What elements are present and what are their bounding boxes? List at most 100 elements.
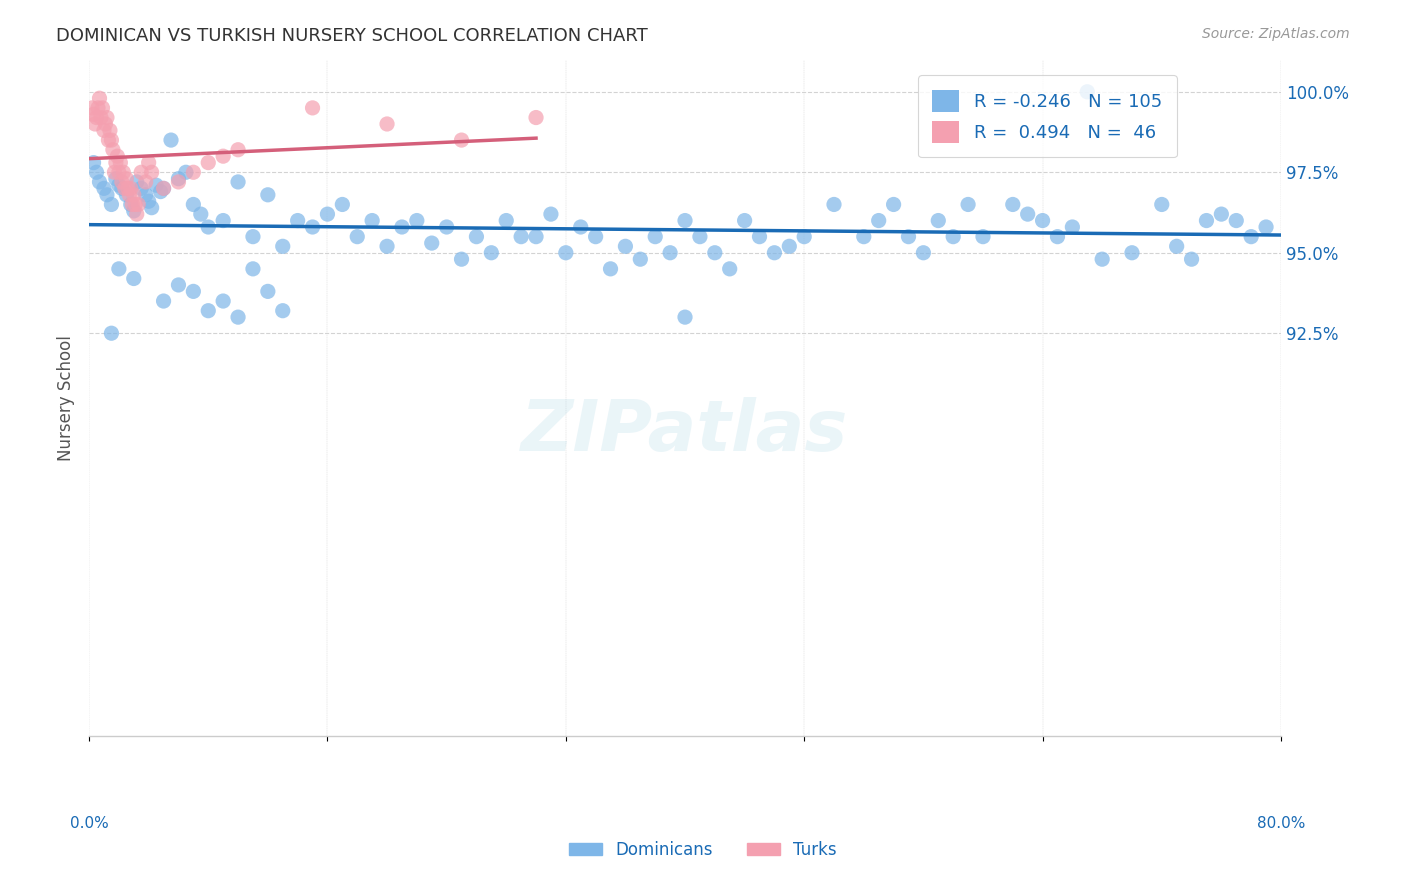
Point <box>226 175 249 189</box>
Point <box>129 165 152 179</box>
Point <box>912 245 935 260</box>
Point <box>897 229 920 244</box>
Point <box>101 143 124 157</box>
Point <box>87 101 110 115</box>
Point <box>330 197 353 211</box>
Point <box>524 229 547 244</box>
Point <box>183 285 205 299</box>
Point <box>1166 239 1188 253</box>
Point <box>122 203 145 218</box>
Point <box>212 213 235 227</box>
Point <box>94 117 117 131</box>
Point <box>115 187 138 202</box>
Point <box>316 207 339 221</box>
Point <box>90 111 112 125</box>
Point <box>689 229 711 244</box>
Point <box>524 111 547 125</box>
Point <box>673 213 696 227</box>
Point <box>1150 197 1173 211</box>
Point <box>614 239 637 253</box>
Point <box>112 165 135 179</box>
Point <box>1032 213 1054 227</box>
Point <box>375 239 398 253</box>
Point <box>436 219 458 234</box>
Point <box>127 197 149 211</box>
Point <box>1001 197 1024 211</box>
Point <box>97 133 120 147</box>
Point <box>152 181 174 195</box>
Point <box>1121 245 1143 260</box>
Point <box>93 123 115 137</box>
Point <box>138 194 160 209</box>
Point <box>122 271 145 285</box>
Point <box>83 107 105 121</box>
Point <box>96 111 118 125</box>
Point <box>160 133 183 147</box>
Point <box>287 213 309 227</box>
Point <box>1254 219 1277 234</box>
Point <box>93 181 115 195</box>
Point <box>149 185 172 199</box>
Point <box>174 165 197 179</box>
Point <box>98 123 121 137</box>
Point <box>391 219 413 234</box>
Point <box>138 155 160 169</box>
Point <box>957 197 980 211</box>
Point <box>104 155 127 169</box>
Point <box>972 229 994 244</box>
Point <box>1046 229 1069 244</box>
Point <box>1240 229 1263 244</box>
Point <box>942 229 965 244</box>
Point <box>129 181 152 195</box>
Point <box>271 303 294 318</box>
Text: 80.0%: 80.0% <box>1257 816 1305 831</box>
Point <box>883 197 905 211</box>
Point <box>108 261 131 276</box>
Point <box>110 155 132 169</box>
Point <box>80 101 103 115</box>
Point <box>100 197 122 211</box>
Y-axis label: Nursery School: Nursery School <box>58 334 75 460</box>
Point <box>1211 207 1233 221</box>
Point <box>89 175 111 189</box>
Point <box>197 303 219 318</box>
Point <box>585 229 607 244</box>
Point <box>1017 207 1039 221</box>
Point <box>1225 213 1247 227</box>
Point <box>495 213 517 227</box>
Point <box>479 245 502 260</box>
Point <box>301 101 323 115</box>
Point <box>628 252 651 267</box>
Point <box>1062 219 1084 234</box>
Point <box>718 261 741 276</box>
Point <box>927 213 949 227</box>
Point <box>197 155 219 169</box>
Point <box>748 229 770 244</box>
Point <box>868 213 890 227</box>
Point <box>111 181 134 195</box>
Point <box>450 133 472 147</box>
Point <box>118 187 141 202</box>
Legend: Dominicans, Turks: Dominicans, Turks <box>562 835 844 866</box>
Point <box>89 91 111 105</box>
Point <box>124 197 146 211</box>
Point <box>135 175 157 189</box>
Point <box>1180 252 1202 267</box>
Text: 0.0%: 0.0% <box>70 816 108 831</box>
Point <box>84 117 107 131</box>
Point <box>122 187 145 202</box>
Point <box>183 165 205 179</box>
Point <box>104 171 127 186</box>
Point <box>100 133 122 147</box>
Point <box>183 197 205 211</box>
Point <box>242 229 264 244</box>
Point <box>197 219 219 234</box>
Point <box>823 197 845 211</box>
Point <box>141 165 163 179</box>
Point <box>569 219 592 234</box>
Point <box>644 229 666 244</box>
Point <box>226 310 249 325</box>
Point <box>167 171 190 186</box>
Point <box>465 229 488 244</box>
Point <box>375 117 398 131</box>
